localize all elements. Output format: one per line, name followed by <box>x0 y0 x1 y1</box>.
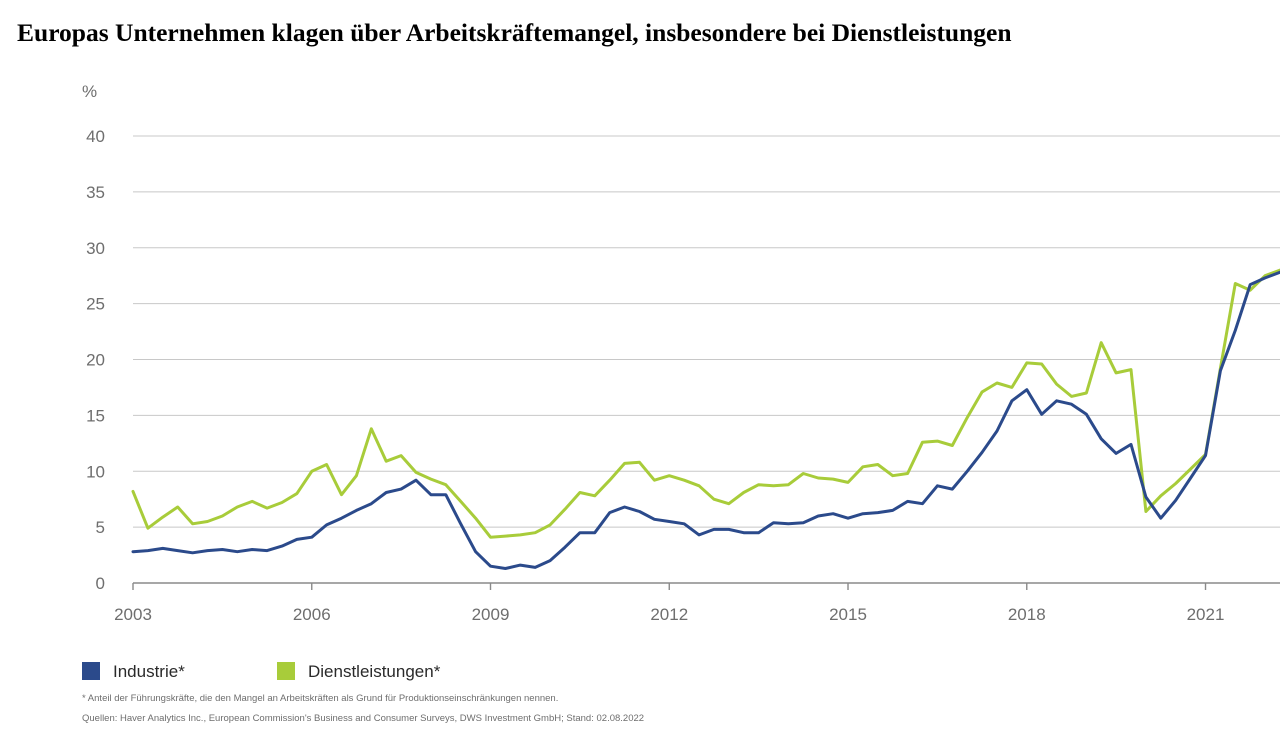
x-tick-label-2003: 2003 <box>114 605 152 624</box>
x-tick-label-2015: 2015 <box>829 605 867 624</box>
y-axis-unit-label: % <box>82 82 97 101</box>
y-tick-label-40: 40 <box>86 127 105 146</box>
series-lines <box>131 268 1280 570</box>
y-tick-label-30: 30 <box>86 239 105 258</box>
x-tick-label-2009: 2009 <box>472 605 510 624</box>
y-tick-label-25: 25 <box>86 295 105 314</box>
chart-title: Europas Unternehmen klagen über Arbeitsk… <box>17 18 1012 47</box>
x-tick-label-2006: 2006 <box>293 605 331 624</box>
y-tick-label-35: 35 <box>86 183 105 202</box>
y-axis-ticks: 0 5 10 15 20 25 30 35 40 <box>86 127 105 593</box>
gridlines <box>133 135 1280 584</box>
y-tick-label-20: 20 <box>86 351 105 370</box>
legend-label-dienstleistungen: Dienstleistungen* <box>308 662 441 681</box>
source-note: Quellen: Haver Analytics Inc., European … <box>82 713 645 724</box>
y-tick-label-10: 10 <box>86 462 105 481</box>
x-tick-label-2021: 2021 <box>1187 605 1225 624</box>
legend-swatch-industrie <box>82 662 100 680</box>
x-tick-label-2018: 2018 <box>1008 605 1046 624</box>
legend-label-industrie: Industrie* <box>113 662 185 681</box>
legend-swatch-dienstleistungen <box>277 662 295 680</box>
legend-item-industrie: Industrie* <box>82 662 185 682</box>
x-tick-label-2012: 2012 <box>650 605 688 624</box>
series-line-industrie <box>131 270 1280 570</box>
series-line-dienstleistungen <box>131 268 1280 539</box>
x-axis-ticks: 2003 2006 2009 2012 2015 2018 2021 <box>114 583 1224 624</box>
footnote: * Anteil der Führungskräfte, die den Man… <box>82 693 559 704</box>
y-tick-label-15: 15 <box>86 406 105 425</box>
y-tick-label-5: 5 <box>96 518 105 537</box>
legend-item-dienstleistungen: Dienstleistungen* <box>277 662 440 682</box>
y-tick-label-0: 0 <box>96 574 105 593</box>
